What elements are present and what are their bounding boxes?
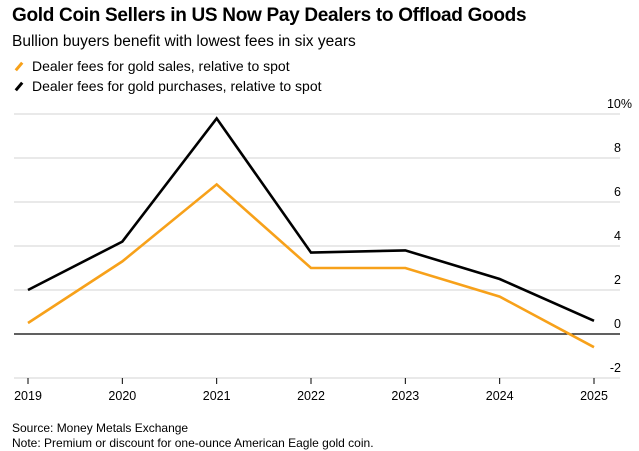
legend-label-sales: Dealer fees for gold sales, relative to … (32, 58, 290, 74)
line-chart: 10% 8 6 4 2 0 -2 2019 2020 2021 2022 2023 2024 2025 (14, 97, 632, 403)
chart-title: Gold Coin Sellers in US Now Pay Dealers … (12, 5, 527, 26)
series-line-purchases (27, 116, 595, 322)
chart-note: Note: Premium or discount for one-ounce … (12, 436, 374, 450)
legend-item-purchases: Dealer fees for gold purchases, relative… (12, 76, 322, 96)
series-line-sales (27, 182, 595, 349)
x-tick-label: 2025 (580, 389, 608, 403)
y-tick-label: 6 (614, 185, 621, 199)
y-tick-label: 8 (614, 141, 621, 155)
y-tick-label: 0 (614, 317, 621, 331)
y-tick-label: -2 (610, 361, 621, 375)
x-tick-label: 2020 (108, 389, 136, 403)
chart-subtitle: Bullion buyers benefit with lowest fees … (12, 33, 356, 50)
legend-item-sales: Dealer fees for gold sales, relative to … (12, 56, 322, 76)
footer: Source: Money Metals Exchange Note: Prem… (12, 421, 374, 451)
x-tick-label: 2019 (14, 389, 42, 403)
y-tick-label: 4 (614, 229, 621, 243)
y-tick-label: 10% (607, 97, 632, 111)
y-tick-label: 2 (614, 273, 621, 287)
x-tick-label: 2022 (297, 389, 325, 403)
x-tick-label: 2024 (486, 389, 514, 403)
x-tick-label: 2023 (391, 389, 419, 403)
x-tick-label: 2021 (203, 389, 231, 403)
legend: Dealer fees for gold sales, relative to … (12, 56, 322, 96)
legend-label-purchases: Dealer fees for gold purchases, relative… (32, 78, 322, 94)
source-note: Source: Money Metals Exchange (12, 421, 189, 435)
